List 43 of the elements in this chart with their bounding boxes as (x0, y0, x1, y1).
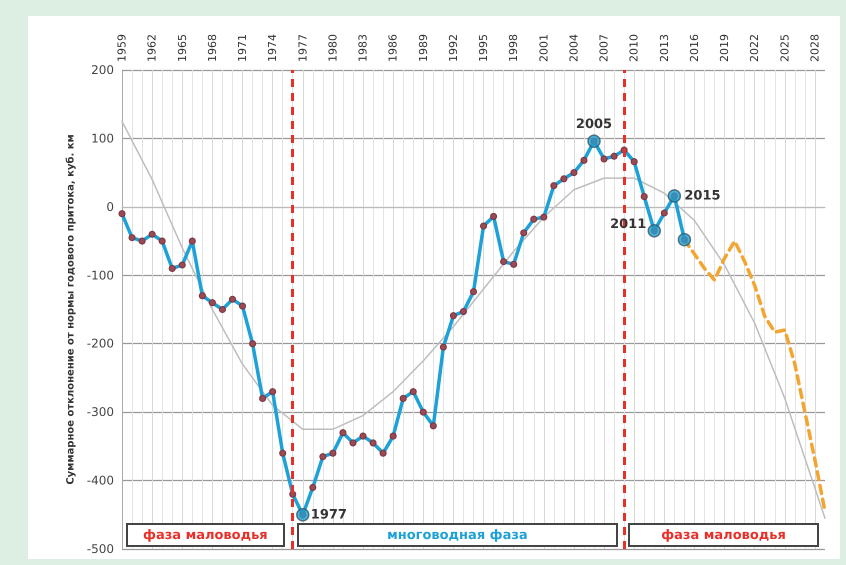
annotation: фаза маловодья (143, 528, 268, 542)
x-tick-label: 1998 (507, 34, 520, 62)
x-tick-label: 1983 (356, 34, 370, 62)
y-tick-label: -200 (86, 336, 114, 351)
label-box: фаза маловодья (628, 523, 819, 547)
y-tick-label: -400 (86, 474, 114, 488)
y-tick-label: 200 (91, 63, 114, 77)
x-tick-label: 2007 (598, 34, 611, 62)
y-axis-title: Суммарное отклонение от нормы годового притока, куб. км (65, 134, 76, 485)
x-tick-label: 1986 (386, 34, 400, 62)
annotation: фаза маловодья (661, 528, 786, 542)
x-tick-label: 1995 (477, 34, 490, 62)
y-tick-label: 0 (106, 200, 114, 214)
x-tick-label: 2022 (748, 34, 762, 62)
x-tick-label: 1962 (146, 34, 159, 62)
label-box: многоводная фаза (296, 523, 618, 547)
x-tick-label: 1959 (116, 34, 128, 62)
y-tick-label: -500 (86, 542, 114, 556)
x-tick-label: 2004 (567, 34, 580, 62)
x-tick-label: 2016 (688, 34, 701, 62)
x-tick-label: 1968 (206, 34, 219, 62)
annotation: 2011 (610, 216, 646, 232)
y-tick-label: -300 (86, 405, 114, 420)
x-tick-label: 2028 (808, 34, 822, 62)
y-tick-label: 100 (91, 131, 114, 146)
annotation: 2015 (684, 188, 721, 204)
x-tick-label: 1992 (446, 34, 460, 62)
annotation: 1977 (310, 507, 347, 522)
x-tick-label: 2013 (658, 34, 671, 62)
annotation: многоводная фаза (387, 528, 528, 542)
x-tick-label: 1980 (326, 34, 340, 62)
x-tick-label: 1989 (416, 34, 430, 62)
x-tick-label: 2019 (718, 34, 732, 62)
x-tick-label: 2025 (778, 34, 792, 62)
x-tick-label: 2001 (537, 34, 550, 62)
y-tick-label: -100 (86, 268, 114, 282)
x-tick-label: 1977 (296, 34, 310, 62)
x-tick-label: 1965 (176, 34, 189, 62)
x-tick-label: 1971 (236, 34, 250, 62)
label-box: фаза маловодья (126, 523, 285, 547)
x-tick-label: 1974 (266, 34, 280, 62)
x-tick-label: 2010 (628, 34, 641, 62)
annotation: 2005 (576, 117, 612, 132)
